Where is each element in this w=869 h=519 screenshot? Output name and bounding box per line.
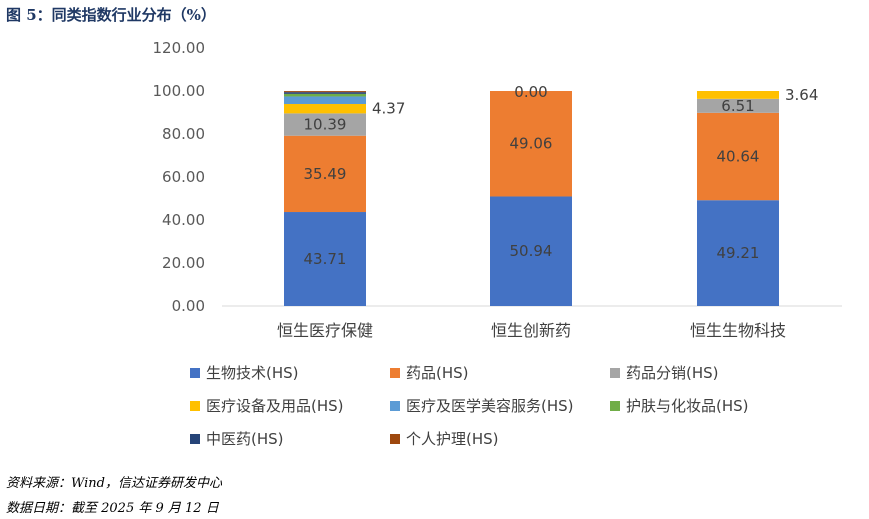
x-tick-label: 恒生创新药 [491,321,571,340]
legend-item: 医疗设备及用品(HS) [190,395,344,416]
legend-label: 医疗设备及用品(HS) [206,397,344,415]
legend-swatch [190,367,200,378]
bar-segment [490,196,572,306]
bar-segment [490,91,572,197]
legend-label: 中医药(HS) [206,430,284,448]
date-note: 数据日期：截至 2025 年 9 月 12 日 [6,501,219,516]
legend-item: 药品分销(HS) [610,362,719,383]
data-label: 40.64 [717,148,760,166]
stacked-bar-chart: 0.00 20.00 40.00 60.00 80.00 100.00 120.00 43.7… [153,39,842,340]
legend-swatch [190,400,200,411]
bar-segment [284,96,366,104]
legend-item: 中医药(HS) [190,428,284,449]
bar-segment [284,212,366,306]
figure-title: 图 5：同类指数行业分布（%） [6,6,216,24]
source-note: 资料来源：Wind，信达证券研发中心 [6,476,222,491]
data-label: 4.37 [372,100,405,118]
x-tick-label: 恒生医疗保健 [277,321,373,340]
bar-segment [697,98,779,113]
y-tick-label: 0.00 [172,297,205,315]
legend-swatch [610,367,620,378]
y-tick-label: 100.00 [153,82,206,100]
data-label: 10.39 [304,116,347,134]
legend-label: 药品分销(HS) [626,364,719,382]
data-label: 3.64 [785,86,818,104]
legend-label: 药品(HS) [406,364,469,382]
bar-segment [697,91,779,99]
data-label: 0.00 [514,83,547,101]
legend-swatch [390,433,400,444]
data-label: 49.21 [717,244,760,262]
legend-swatch [610,400,620,411]
legend-item: 个人护理(HS) [390,428,499,449]
legend-item: 护肤与化妆品(HS) [610,395,749,416]
y-tick-label: 60.00 [162,168,205,186]
data-label: 50.94 [510,242,553,260]
bar-segment [284,93,366,97]
legend-swatch [390,367,400,378]
bar-segment [284,92,366,94]
legend-label: 个人护理(HS) [406,430,499,448]
legend-item: 医疗及医学美容服务(HS) [390,395,574,416]
y-tick-label: 120.00 [153,39,206,57]
bar-segment [697,112,779,201]
bar-segment [284,113,366,136]
bar-segment [697,200,779,306]
legend-label: 生物技术(HS) [206,364,299,382]
data-label: 49.06 [510,135,553,153]
bar-segment [284,103,366,114]
data-label: 43.71 [304,250,347,268]
legend-label: 医疗及医学美容服务(HS) [406,397,574,415]
bar-segment [284,91,366,93]
legend-item: 药品(HS) [390,362,469,383]
y-tick-label: 80.00 [162,125,205,143]
x-tick-label: 恒生生物科技 [690,321,786,340]
y-tick-label: 40.00 [162,211,205,229]
y-tick-label: 20.00 [162,254,205,272]
data-label: 6.51 [721,97,754,115]
legend-swatch [390,400,400,411]
legend-label: 护肤与化妆品(HS) [626,397,749,415]
legend-item: 生物技术(HS) [190,362,299,383]
data-label: 35.49 [304,165,347,183]
legend-swatch [190,433,200,444]
bar-segment [284,135,366,213]
